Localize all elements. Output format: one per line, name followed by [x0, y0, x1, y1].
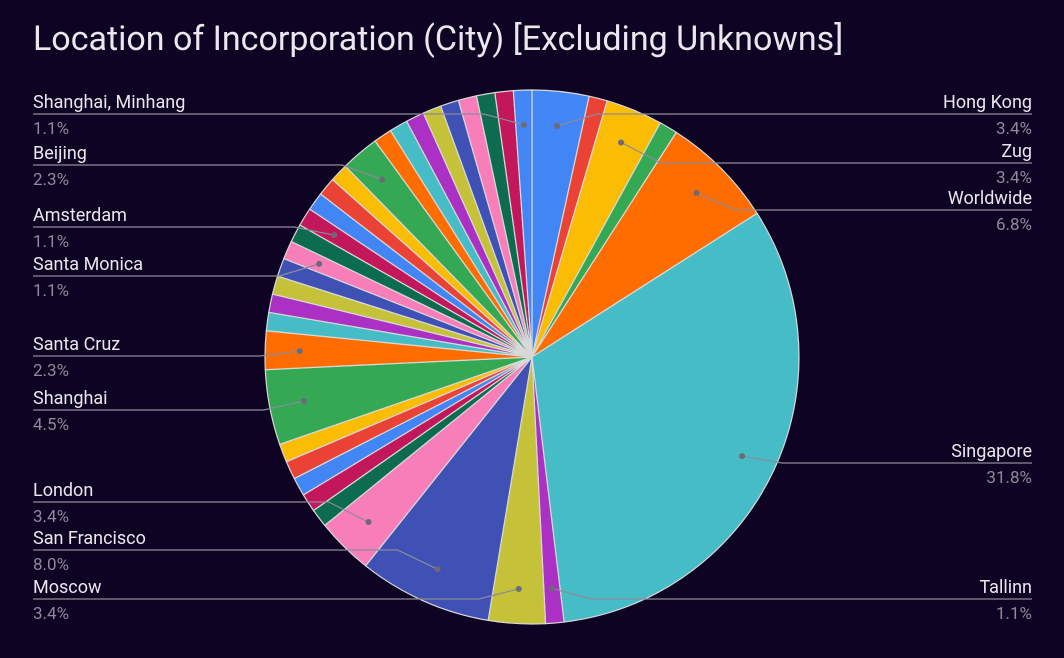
slice-label: Tallinn — [979, 577, 1032, 598]
slice-label: London — [33, 480, 93, 501]
leader-dot — [331, 232, 338, 239]
leader-line — [696, 192, 1032, 211]
slice-value-label: 3.4% — [33, 507, 69, 527]
leader-line — [33, 350, 300, 357]
leader-line — [551, 587, 1032, 600]
slice-value-label: 6.8% — [996, 215, 1032, 235]
chart-title: Location of Incorporation (City) [Exclud… — [33, 19, 843, 59]
slice-value-label: 31.8% — [986, 468, 1032, 488]
leader-dot — [693, 190, 700, 197]
slice-label: Santa Cruz — [33, 334, 120, 355]
leader-line — [556, 113, 1032, 127]
pie-slice — [531, 131, 758, 358]
slice-label: Singapore — [951, 441, 1032, 462]
slice-label: Amsterdam — [33, 205, 127, 226]
leader-line — [741, 455, 1032, 464]
leader-dot — [365, 519, 372, 526]
slice-value-label: 1.1% — [33, 119, 69, 139]
leader-dot — [296, 348, 303, 355]
slice-label: Hong Kong — [943, 92, 1032, 113]
leader-line — [620, 141, 1032, 164]
slice-value-label: 1.1% — [33, 281, 69, 301]
slice-label: Beijing — [33, 143, 87, 164]
slice-value-label: 2.3% — [33, 170, 69, 190]
leader-line — [33, 549, 438, 570]
leader-line — [33, 226, 335, 236]
slice-value-label: 3.4% — [996, 119, 1032, 139]
leader-dot — [520, 121, 527, 128]
slice-value-label: 2.3% — [33, 361, 69, 381]
leader-dot — [515, 585, 522, 592]
leader-dot — [548, 585, 555, 592]
leader-line — [33, 113, 525, 126]
slice-label: Santa Monica — [33, 254, 143, 275]
leader-dot — [739, 453, 746, 460]
slice-value-label: 1.1% — [996, 604, 1032, 624]
slice-value-label: 3.4% — [33, 604, 69, 624]
slice-label: Worldwide — [948, 188, 1032, 209]
slice-value-label: 8.0% — [33, 555, 69, 575]
slice-value-label: 1.1% — [33, 232, 69, 252]
leader-line — [33, 400, 305, 411]
slice-label: Moscow — [33, 577, 102, 598]
leader-dot — [434, 566, 441, 573]
slice-value-label: 3.4% — [996, 168, 1032, 188]
leader-dot — [300, 397, 307, 404]
slice-label: Shanghai — [33, 388, 108, 409]
leader-dot — [379, 176, 386, 183]
leader-dot — [554, 123, 561, 130]
leader-line — [33, 263, 320, 277]
pie-slice — [512, 89, 533, 358]
slice-label: Zug — [1001, 141, 1032, 162]
leader-line — [33, 164, 383, 181]
pie-slice — [531, 212, 800, 623]
leader-line — [33, 588, 519, 600]
slice-label: San Francisco — [33, 528, 146, 549]
leader-dot — [316, 260, 323, 267]
slice-value-label: 4.5% — [33, 415, 69, 435]
leader-line — [33, 501, 369, 523]
slice-label: Shanghai, Minhang — [33, 92, 185, 113]
leader-dot — [618, 139, 625, 146]
